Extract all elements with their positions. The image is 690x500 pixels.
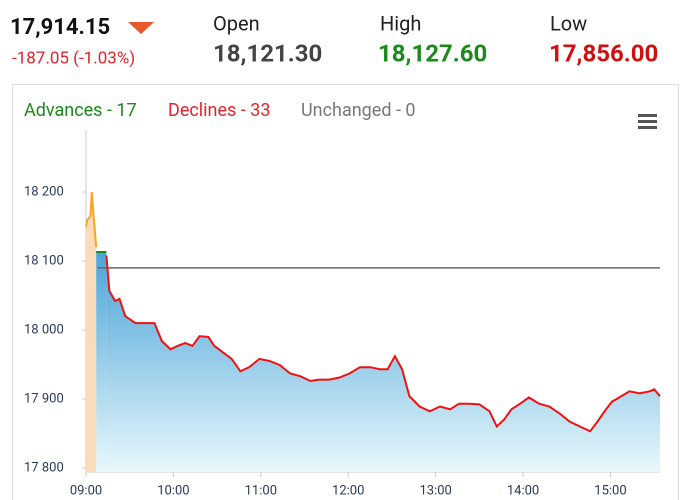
y-tick-label: 18 100 — [24, 253, 64, 268]
x-tick-label: 10:00 — [157, 483, 189, 498]
unchanged: Unchanged - 0 — [301, 100, 416, 121]
x-tick-label: 12:00 — [332, 483, 364, 498]
low-label: Low — [550, 11, 587, 35]
high-value: 18,127.60 — [378, 39, 487, 67]
x-tick-label: 15:00 — [594, 483, 626, 498]
low-value: 17,856.00 — [549, 39, 658, 67]
y-tick-label: 17 900 — [24, 391, 64, 406]
area — [106, 255, 660, 472]
open-label: Open — [213, 11, 260, 35]
x-tick-label: 09:00 — [70, 483, 102, 498]
high-label: High — [380, 11, 421, 35]
change: -187.05 (-1.03%) — [12, 48, 135, 68]
price-line — [105, 255, 661, 433]
y-tick-label: 17 800 — [24, 460, 64, 475]
advances: Advances - 17 — [24, 100, 137, 121]
open-value: 18,121.30 — [213, 39, 322, 67]
x-tick-label: 14:00 — [507, 483, 539, 498]
y-tick-label: 18 200 — [24, 184, 64, 199]
y-tick-label: 18 000 — [24, 322, 64, 337]
menu-button[interactable] — [638, 114, 657, 129]
chart-frame — [12, 84, 679, 500]
area — [96, 252, 107, 472]
x-tick-label: 11:00 — [245, 483, 277, 498]
x-tick-label: 13:00 — [419, 483, 451, 498]
price: 17,914.15 — [10, 15, 110, 40]
down-arrow — [128, 22, 154, 34]
area — [86, 192, 97, 472]
declines: Declines - 33 — [168, 100, 270, 121]
price-line — [85, 192, 98, 248]
